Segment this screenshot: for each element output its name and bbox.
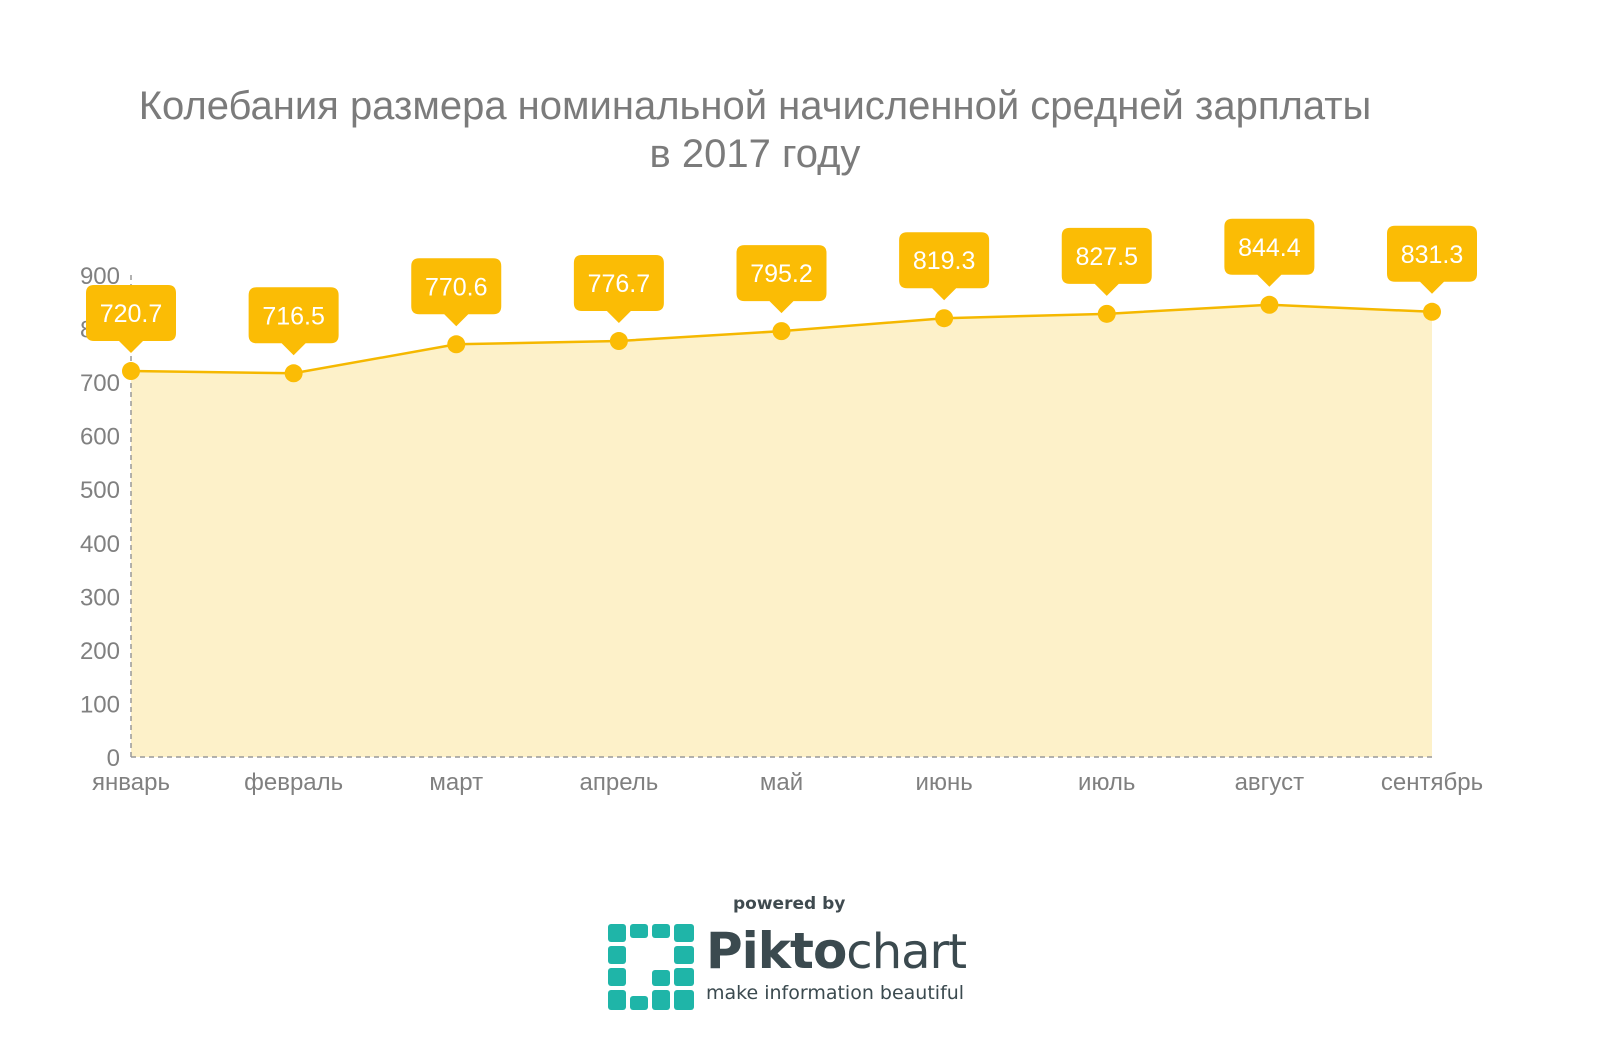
data-point <box>772 322 791 341</box>
powered-by-text: powered by <box>733 894 846 914</box>
piktochart-logo: powered by Piktochart make information b… <box>608 892 988 1042</box>
area-fill <box>131 304 1432 757</box>
data-label-bubble <box>736 245 827 314</box>
piktochart-logo-icon <box>608 924 694 1010</box>
data-point <box>1097 304 1116 323</box>
x-tick-label: сентябрь <box>1381 769 1483 796</box>
x-tick-label: август <box>1235 769 1305 796</box>
x-tick-label: январь <box>92 769 170 796</box>
y-tick-label: 400 <box>80 531 120 558</box>
data-label-bubble <box>86 285 176 354</box>
data-label-bubble <box>1224 218 1315 287</box>
chart-title: Колебания размера номинальной начисленно… <box>0 82 1510 178</box>
data-point <box>122 362 140 381</box>
x-tick-label: февраль <box>244 769 343 796</box>
y-tick-label: 600 <box>80 424 120 451</box>
x-tick-label: июнь <box>916 769 973 796</box>
tagline: make information beautiful <box>706 982 965 1004</box>
data-label: 795.2 <box>750 260 813 288</box>
data-label: 827.5 <box>1075 243 1138 271</box>
data-point <box>284 364 303 383</box>
data-label: 770.6 <box>425 273 488 301</box>
data-label-bubble <box>1387 225 1477 294</box>
y-tick-label: 500 <box>80 477 120 504</box>
x-tick-label: март <box>429 769 483 796</box>
chart-title-line2: в 2017 году <box>649 132 861 176</box>
y-tick-label: 300 <box>80 584 120 611</box>
data-point <box>1260 295 1279 314</box>
data-label: 844.4 <box>1238 234 1301 262</box>
data-point <box>935 309 954 328</box>
data-label: 716.5 <box>262 302 325 330</box>
x-tick-label: май <box>760 769 803 796</box>
y-tick-label: 200 <box>80 638 120 665</box>
data-point <box>447 335 466 354</box>
data-label: 776.7 <box>588 270 651 298</box>
data-label-bubble <box>573 255 664 324</box>
piktochart-wordmark: Piktochart <box>706 922 967 980</box>
x-tick-label: июль <box>1078 769 1135 796</box>
x-tick-label: апрель <box>580 769 659 796</box>
data-label: 831.3 <box>1401 241 1464 269</box>
data-label: 819.3 <box>913 247 976 275</box>
chart-title-line1: Колебания размера номинальной начисленно… <box>138 84 1372 128</box>
brand-bold: Pikto <box>706 922 847 980</box>
data-label-bubble <box>899 232 990 301</box>
data-label-bubble <box>411 258 502 327</box>
data-label-bubble <box>248 287 339 356</box>
y-tick-label: 700 <box>80 370 120 397</box>
data-label: 720.7 <box>100 300 163 328</box>
y-tick-label: 0 <box>107 745 120 772</box>
chart: 0100200300400500600700800900январьфеврал… <box>80 218 1483 796</box>
data-point <box>609 332 628 351</box>
data-label-bubble <box>1061 227 1152 296</box>
data-point <box>1423 302 1441 321</box>
brand-light: chart <box>846 924 967 980</box>
y-tick-label: 100 <box>80 691 120 718</box>
